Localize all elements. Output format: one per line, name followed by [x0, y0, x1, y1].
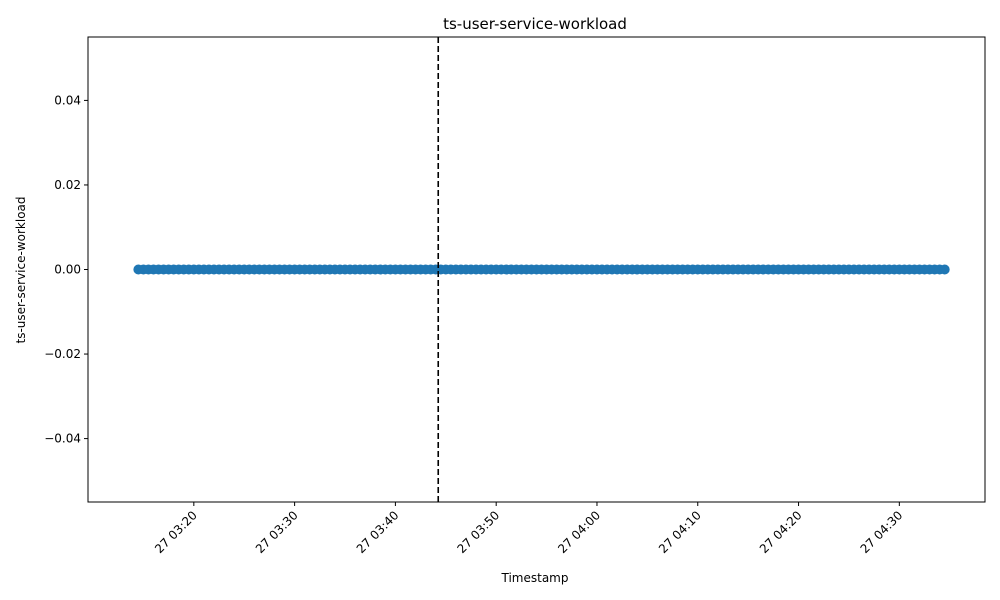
x-tick-label: 27 03:40 — [354, 508, 402, 556]
x-tick-label: 27 04:20 — [757, 508, 805, 556]
x-tick-label: 27 04:10 — [656, 508, 704, 556]
y-tick-label: 0.02 — [54, 178, 81, 192]
x-tick-label: 27 03:20 — [152, 508, 200, 556]
x-tick-label: 27 04:30 — [858, 508, 906, 556]
data-point — [939, 264, 950, 275]
y-axis-ticks: −0.04 −0.02 0.00 0.02 0.04 — [44, 93, 88, 446]
x-tick-label: 27 04:00 — [555, 508, 603, 556]
x-axis-label: Timestamp — [501, 571, 569, 585]
x-tick-label: 27 03:30 — [253, 508, 301, 556]
y-tick-label: −0.04 — [44, 432, 81, 446]
y-tick-label: 0.00 — [54, 263, 81, 277]
data-points — [133, 264, 950, 275]
chart-title: ts-user-service-workload — [443, 15, 627, 33]
x-axis-ticks: 27 03:20 27 03:30 27 03:40 27 03:50 27 04:00… — [152, 502, 905, 556]
y-tick-label: −0.02 — [44, 347, 81, 361]
y-axis-label: ts-user-service-workload — [14, 196, 28, 343]
y-tick-label: 0.04 — [54, 93, 81, 107]
x-tick-label: 27 03:50 — [454, 508, 502, 556]
